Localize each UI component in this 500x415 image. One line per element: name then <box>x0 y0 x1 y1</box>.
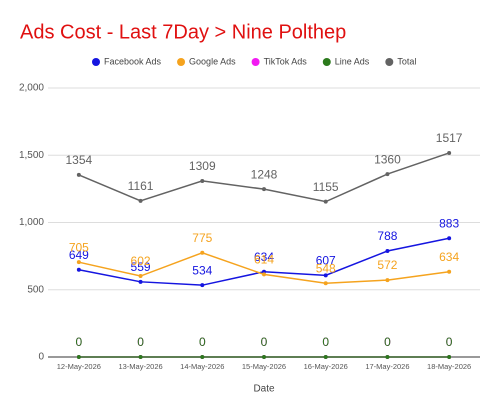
point <box>76 355 81 359</box>
legend-label: Facebook Ads <box>104 56 162 66</box>
data-label: 1309 <box>189 159 216 173</box>
point <box>385 172 390 177</box>
data-label: 1161 <box>128 179 154 193</box>
y-tick-label: 500 <box>27 284 44 295</box>
x-tick-label: 16-May-2026 <box>304 362 348 371</box>
x-axis-title: Date <box>253 384 275 395</box>
data-label: 534 <box>192 263 212 277</box>
data-label: 0 <box>199 335 206 349</box>
x-tick-label: 15-May-2026 <box>242 362 286 371</box>
data-label: 775 <box>192 231 212 245</box>
data-label: 883 <box>439 216 459 230</box>
point <box>200 283 205 288</box>
point <box>200 178 205 183</box>
data-label: 634 <box>254 250 274 264</box>
legend-label: Google Ads <box>189 56 236 66</box>
y-tick-label: 1,500 <box>19 150 44 161</box>
legend-label: Line Ads <box>335 56 370 66</box>
legend-marker <box>385 58 394 66</box>
point <box>385 278 390 283</box>
data-label: 1354 <box>66 153 93 167</box>
data-label: 1360 <box>374 152 401 166</box>
data-label: 0 <box>76 335 83 349</box>
point <box>323 281 328 286</box>
point <box>138 274 143 279</box>
point <box>447 269 452 274</box>
point <box>385 355 390 359</box>
point <box>447 236 452 241</box>
legend-marker <box>251 58 260 66</box>
point <box>323 199 328 204</box>
y-tick-label: 2,000 <box>19 83 44 94</box>
data-label: 0 <box>446 335 453 349</box>
point <box>385 249 390 254</box>
point <box>76 260 81 265</box>
point <box>323 355 328 359</box>
data-label: 548 <box>316 261 336 275</box>
x-tick-label: 12-May-2026 <box>57 362 101 371</box>
point <box>447 150 452 155</box>
data-label: 0 <box>384 335 391 349</box>
chart-title: Ads Cost - Last 7Day > Nine Polthep <box>20 21 346 43</box>
legend-marker <box>177 58 186 66</box>
point <box>200 250 205 255</box>
x-tick-label: 17-May-2026 <box>365 362 409 371</box>
point <box>447 355 452 359</box>
data-label: 0 <box>384 335 391 349</box>
point <box>262 187 266 192</box>
legend-marker <box>92 58 100 66</box>
data-label: 0 <box>199 335 206 349</box>
data-label: 634 <box>439 250 459 264</box>
data-label: 0 <box>322 335 329 349</box>
point <box>138 279 143 284</box>
data-label: 1155 <box>313 180 339 194</box>
legend-label: Total <box>397 56 416 66</box>
point <box>262 272 266 277</box>
x-tick-label: 14-May-2026 <box>180 362 224 371</box>
data-label: 602 <box>131 254 151 268</box>
data-label: 0 <box>76 335 83 349</box>
point <box>138 198 143 203</box>
data-label: 788 <box>377 229 397 243</box>
point <box>76 172 81 177</box>
data-label: 1248 <box>251 167 278 181</box>
point <box>200 355 205 359</box>
data-label: 0 <box>261 335 268 349</box>
data-label: 607 <box>316 254 336 268</box>
data-label: 0 <box>137 335 144 349</box>
legend-marker <box>322 58 331 66</box>
y-tick-label: 0 <box>38 352 44 363</box>
point <box>76 267 81 272</box>
data-label: 705 <box>69 240 89 254</box>
data-label: 649 <box>69 248 89 262</box>
x-tick-label: 18-May-2026 <box>427 362 471 371</box>
data-label: 0 <box>261 335 268 349</box>
data-label: 614 <box>254 253 274 267</box>
x-tick-label: 13-May-2026 <box>118 362 162 371</box>
point <box>262 355 266 359</box>
point <box>323 273 328 278</box>
data-label: 0 <box>446 335 453 349</box>
y-tick-label: 1,000 <box>19 217 44 228</box>
data-label: 572 <box>377 258 397 272</box>
data-label: 559 <box>131 260 151 274</box>
point <box>138 355 143 359</box>
data-label: 1517 <box>436 131 463 145</box>
data-label: 0 <box>322 335 329 349</box>
legend-label: TikTok Ads <box>264 56 308 66</box>
data-label: 0 <box>137 335 144 349</box>
